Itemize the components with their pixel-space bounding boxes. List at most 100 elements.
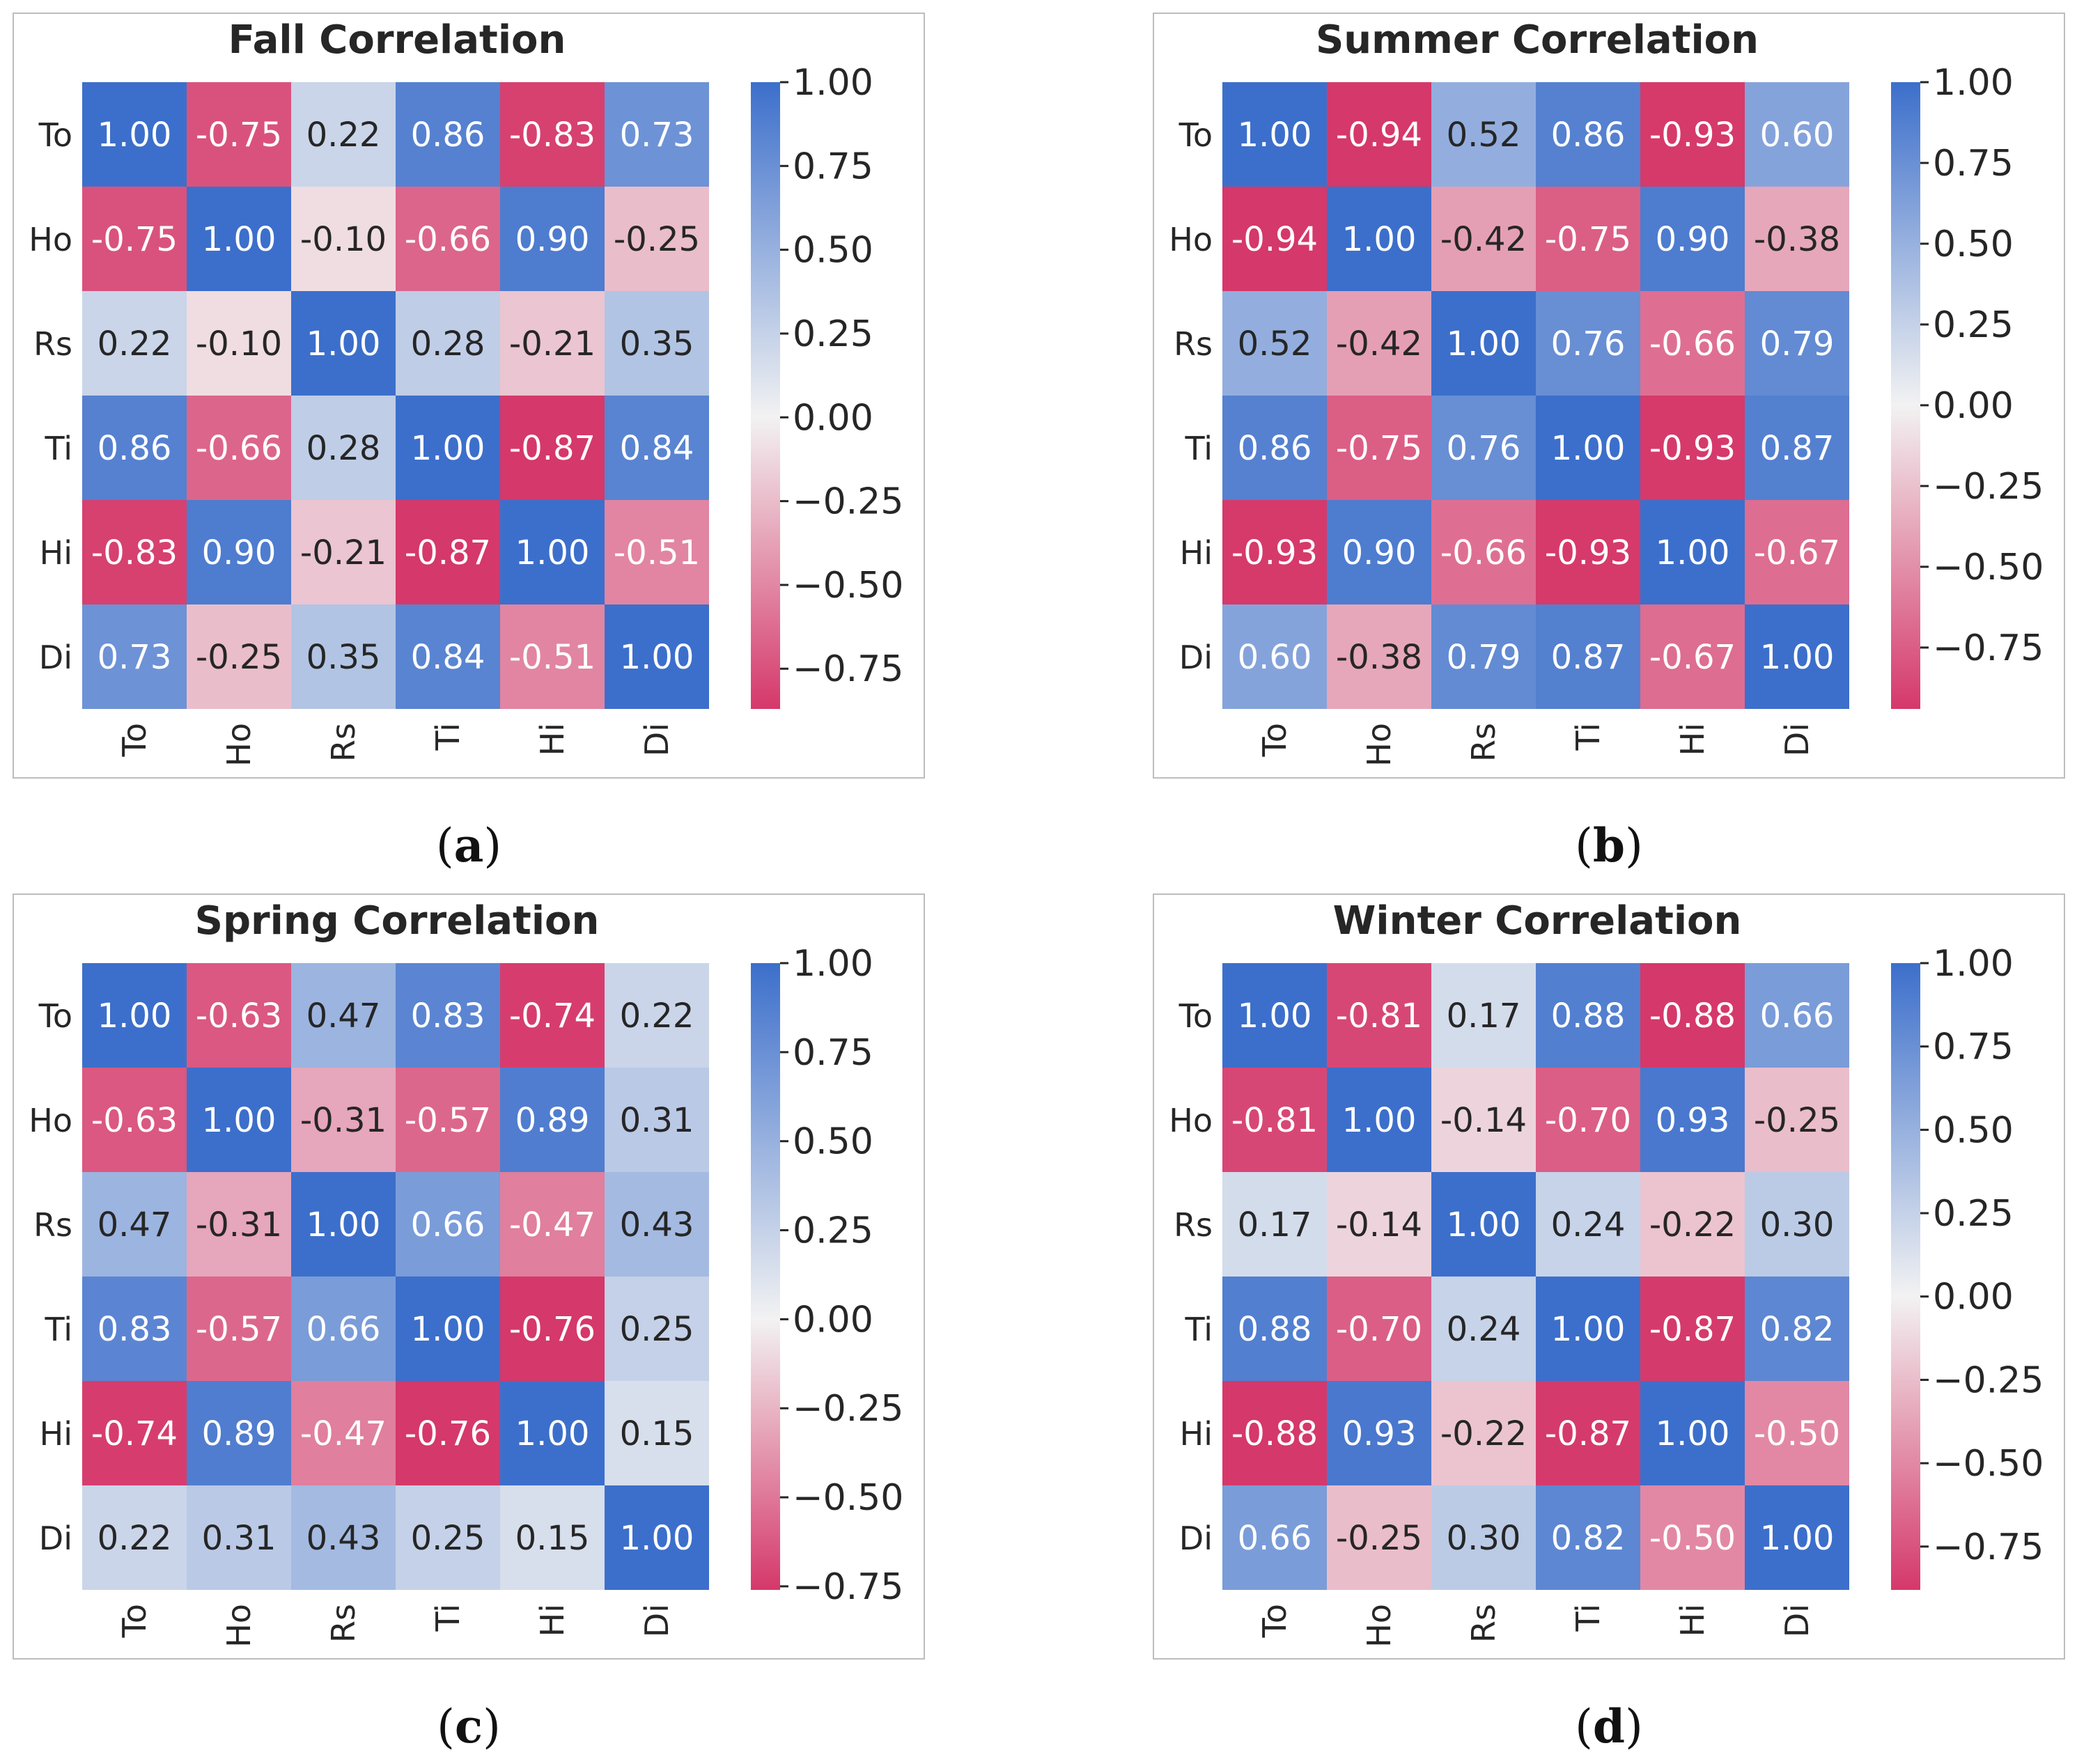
caption-b: (b) xyxy=(1575,818,1643,873)
fall-col-label: Ti xyxy=(429,723,467,751)
spring-cell-To-To xyxy=(82,963,187,1068)
fall-col-label: Rs xyxy=(325,723,362,762)
fall-colorbar-tick-label: 0.00 xyxy=(793,397,873,439)
fall-cell-Rs-Hi xyxy=(500,291,605,396)
winter-cell-Ho-Hi xyxy=(1640,1068,1745,1172)
summer-cell-Ti-Ho xyxy=(1327,396,1431,500)
spring-cell-label: 0.22 xyxy=(98,1519,172,1558)
spring-cell-label: 1.00 xyxy=(515,1414,590,1453)
summer-cell-label: 0.86 xyxy=(1238,429,1312,468)
winter-colorbar-tick-label: 0.25 xyxy=(1933,1193,2014,1235)
winter-cell-Hi-To xyxy=(1222,1381,1327,1485)
summer-cell-Hi-Di xyxy=(1745,500,1849,604)
spring-cell-Ti-To xyxy=(82,1277,187,1381)
spring-cell-Hi-Hi xyxy=(500,1381,605,1485)
spring-cell-label: 1.00 xyxy=(306,1205,381,1244)
spring-cell-Di-Hi xyxy=(500,1485,605,1590)
summer-colorbar-tick-label: 0.50 xyxy=(1933,224,2014,265)
winter-cell-label: 0.30 xyxy=(1447,1519,1521,1558)
winter-cell-label: 1.00 xyxy=(1551,1310,1626,1349)
winter-cell-label: 1.00 xyxy=(1342,1101,1417,1140)
fall-colorbar-tick-label: −0.75 xyxy=(793,648,903,690)
caption-a-letter: a xyxy=(453,818,484,873)
spring-cell-To-Ti xyxy=(396,963,500,1068)
winter-cell-label: 0.82 xyxy=(1760,1310,1835,1349)
caption-c: (c) xyxy=(437,1699,501,1754)
winter-cell-label: 1.00 xyxy=(1447,1205,1521,1244)
fall-cell-To-Hi xyxy=(500,82,605,187)
spring-cell-label: 0.66 xyxy=(411,1205,485,1244)
fall-cell-label: 0.35 xyxy=(306,638,381,677)
summer-cell-To-Di xyxy=(1745,82,1849,187)
summer-cell-label: 1.00 xyxy=(1760,638,1835,677)
summer-cell-Di-Rs xyxy=(1431,604,1536,709)
winter-cell-Ho-Ho xyxy=(1327,1068,1431,1172)
winter-colorbar-tick-label: 0.50 xyxy=(1933,1109,2014,1151)
chart-panel-fall: Fall Correlation 1.00 -0.75 0.22 0.86 -0.83 0.… xyxy=(13,13,925,779)
fall-cell-Ti-Di xyxy=(605,396,709,500)
winter-cell-Ti-Ti xyxy=(1536,1277,1640,1381)
winter-colorbar xyxy=(1891,963,1920,1590)
spring-row-label: Hi xyxy=(40,1415,72,1453)
fall-cell-Hi-Ti xyxy=(396,500,500,604)
summer-row-label: Ti xyxy=(1185,430,1213,467)
spring-cell-label: -0.47 xyxy=(300,1414,387,1453)
spring-colorbar-tick-label: 0.50 xyxy=(793,1121,873,1163)
winter-cell-label: 0.93 xyxy=(1656,1101,1730,1140)
fall-cell-Rs-Rs xyxy=(291,291,396,396)
winter-cell-To-Ho xyxy=(1327,963,1431,1068)
summer-cell-Di-To xyxy=(1222,604,1327,709)
fall-cell-Ho-Hi xyxy=(500,187,605,291)
spring-colorbar-tick-label: −0.50 xyxy=(793,1477,903,1519)
winter-colorbar-tick-label: 1.00 xyxy=(1933,943,2014,985)
winter-cell-Ti-Di xyxy=(1745,1277,1849,1381)
fall-colorbar xyxy=(751,82,780,709)
summer-cell-label: -0.94 xyxy=(1231,220,1318,259)
fall-colorbar-tick-label: −0.50 xyxy=(793,565,903,607)
spring-cell-Hi-Ho xyxy=(187,1381,291,1485)
fall-cell-label: -0.21 xyxy=(300,533,387,572)
summer-cell-label: -0.93 xyxy=(1649,429,1736,468)
summer-cell-Di-Di xyxy=(1745,604,1849,709)
winter-cell-Ti-To xyxy=(1222,1277,1327,1381)
summer-cell-label: 0.87 xyxy=(1551,638,1626,677)
summer-cell-label: -0.93 xyxy=(1231,533,1318,572)
fall-cell-label: 0.35 xyxy=(620,325,694,364)
fall-cell-Di-To xyxy=(82,604,187,709)
summer-colorbar-tick-label: 1.00 xyxy=(1933,62,2014,104)
fall-cell-Ho-To xyxy=(82,187,187,291)
summer-cell-Hi-To xyxy=(1222,500,1327,604)
spring-row-label: Ho xyxy=(29,1102,72,1139)
fall-cell-Ti-Rs xyxy=(291,396,396,500)
summer-row-label: Hi xyxy=(1180,534,1213,572)
summer-cell-label: 0.87 xyxy=(1760,429,1835,468)
fall-cell-label: -0.25 xyxy=(614,220,700,259)
summer-cell-label: -0.75 xyxy=(1545,220,1631,259)
fall-cell-Di-Hi xyxy=(500,604,605,709)
fall-cell-label: 1.00 xyxy=(202,220,277,259)
fall-cell-Rs-To xyxy=(82,291,187,396)
winter-cell-To-Di xyxy=(1745,963,1849,1068)
summer-cell-label: 0.60 xyxy=(1760,116,1835,155)
spring-cell-Ho-Ho xyxy=(187,1068,291,1172)
summer-cell-Rs-Ti xyxy=(1536,291,1640,396)
winter-cell-label: 1.00 xyxy=(1760,1519,1835,1558)
fall-cell-Ho-Ti xyxy=(396,187,500,291)
summer-chart-title: Summer Correlation xyxy=(1316,17,1759,63)
winter-colorbar-tick-label: 0.75 xyxy=(1933,1027,2014,1068)
winter-colorbar-tick-label: −0.75 xyxy=(1933,1527,2044,1568)
spring-cell-label: -0.57 xyxy=(405,1101,491,1140)
fall-cell-label: 0.90 xyxy=(202,533,277,572)
spring-cell-label: 0.15 xyxy=(515,1519,590,1558)
fall-cell-label: -0.66 xyxy=(405,220,491,259)
summer-cell-label: 1.00 xyxy=(1238,116,1312,155)
summer-col-label: Rs xyxy=(1465,723,1502,762)
fall-cell-Ho-Di xyxy=(605,187,709,291)
caption-d: (d) xyxy=(1575,1699,1643,1754)
fall-cell-label: 0.86 xyxy=(98,429,172,468)
spring-colorbar-tick-label: −0.75 xyxy=(793,1566,903,1608)
caption-a: (a) xyxy=(435,818,502,873)
spring-cell-label: 0.43 xyxy=(306,1519,381,1558)
summer-cell-Ho-Ti xyxy=(1536,187,1640,291)
fall-cell-To-Ho xyxy=(187,82,291,187)
